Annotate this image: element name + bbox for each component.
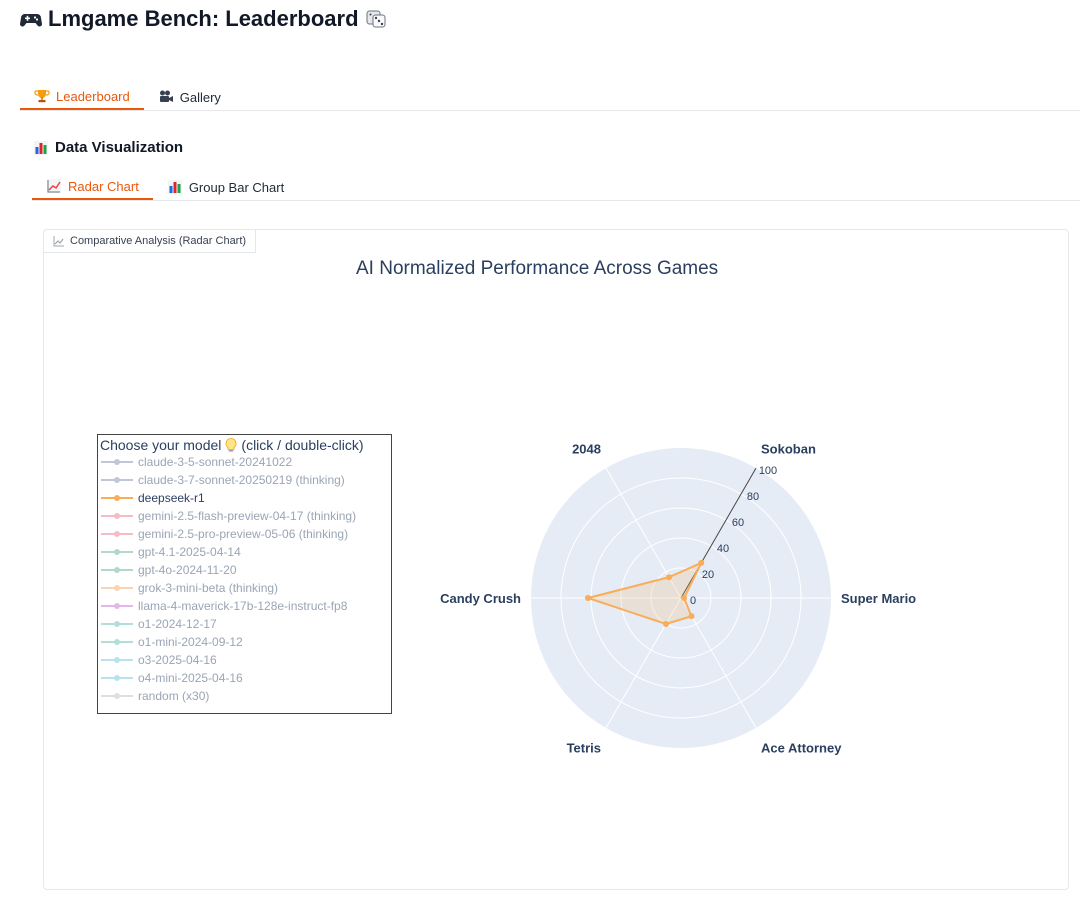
legend-swatch — [101, 639, 133, 645]
legend-item-label: grok-3-mini-beta (thinking) — [138, 581, 279, 595]
legend-item[interactable]: gpt-4.1-2025-04-14 — [98, 543, 391, 561]
legend-item[interactable]: random (x30) — [98, 687, 391, 705]
legend-item[interactable]: claude-3-5-sonnet-20241022 — [98, 453, 391, 471]
bar-chart-icon — [167, 179, 183, 195]
radial-tick-label: 20 — [702, 569, 714, 581]
lightbulb-icon — [224, 437, 238, 453]
radial-tick-label: 100 — [759, 465, 777, 477]
radial-tick-label: 60 — [732, 517, 744, 529]
legend-item-label: gpt-4.1-2025-04-14 — [138, 545, 241, 559]
chart-panel — [43, 229, 1069, 890]
legend-swatch — [101, 513, 133, 519]
legend-title-text: Choose your model — [100, 437, 222, 453]
line-chart-icon — [53, 235, 65, 247]
legend-item[interactable]: claude-3-7-sonnet-20250219 (thinking) — [98, 471, 391, 489]
tab-group-bar-chart-label: Group Bar Chart — [188, 179, 285, 195]
angular-gridline — [680, 597, 757, 729]
game-controller-icon — [20, 9, 42, 29]
legend-item[interactable]: o3-2025-04-16 — [98, 651, 391, 669]
tab-group-bar-chart[interactable]: Group Bar Chart — [153, 174, 298, 200]
page-title: Lmgame Bench: Leaderboard — [20, 6, 387, 32]
legend-item-label: claude-3-5-sonnet-20241022 — [138, 455, 293, 469]
bar-chart-icon — [33, 140, 49, 156]
legend-item[interactable]: o1-mini-2024-09-12 — [98, 633, 391, 651]
data-point — [663, 620, 669, 627]
legend-swatch — [101, 621, 133, 627]
legend-item[interactable]: o4-mini-2025-04-16 — [98, 669, 391, 687]
category-axis-label: Ace Attorney — [761, 741, 842, 756]
model-legend: Choose your model (click / double-click)… — [97, 434, 392, 714]
legend-item-label: gpt-4o-2024-11-20 — [138, 563, 237, 577]
main-tab-bar: Leaderboard Gallery — [20, 84, 1080, 111]
legend-swatch — [101, 585, 133, 591]
legend-item-label: o1-mini-2024-09-12 — [138, 635, 243, 649]
legend-swatch — [101, 477, 133, 483]
category-axis-label: Sokoban — [761, 441, 816, 456]
legend-swatch — [101, 657, 133, 663]
video-camera-icon — [158, 89, 174, 105]
chart-title: AI Normalized Performance Across Games — [356, 258, 719, 279]
tab-gallery[interactable]: Gallery — [144, 84, 235, 110]
legend-title: Choose your model (click / double-click) — [98, 435, 391, 453]
chart-tab-bar: Radar Chart Group Bar Chart — [32, 174, 1080, 201]
category-axis-label: Tetris — [567, 741, 601, 756]
legend-swatch — [101, 693, 133, 699]
legend-item[interactable]: gemini-2.5-pro-preview-05-06 (thinking) — [98, 525, 391, 543]
data-point — [688, 613, 695, 620]
legend-item[interactable]: gpt-4o-2024-11-20 — [98, 561, 391, 579]
legend-item[interactable]: o1-2024-12-17 — [98, 615, 391, 633]
legend-item-label: gemini-2.5-flash-preview-04-17 (thinking… — [138, 509, 357, 523]
legend-item-label: random (x30) — [138, 689, 210, 703]
category-axis-label: 2048 — [572, 441, 601, 456]
radial-axis-line — [680, 467, 757, 599]
radial-tick-label: 0 — [690, 595, 696, 607]
chart-panel-label: Comparative Analysis (Radar Chart) — [43, 229, 257, 253]
legend-swatch — [101, 603, 133, 609]
legend-item-label: claude-3-7-sonnet-20250219 (thinking) — [138, 473, 345, 487]
data-point — [666, 574, 672, 581]
legend-swatch — [101, 531, 133, 537]
tab-gallery-label: Gallery — [179, 89, 221, 105]
legend-item[interactable]: deepseek-r1 — [98, 489, 391, 507]
legend-item[interactable]: llama-4-maverick-17b-128e-instruct-fp8 — [98, 597, 391, 615]
tab-leaderboard[interactable]: Leaderboard — [20, 84, 144, 110]
page-title-text: Lmgame Bench: Leaderboard — [48, 6, 359, 31]
legend-swatch — [101, 459, 133, 465]
legend-item-label: deepseek-r1 — [138, 491, 205, 505]
legend-item-label: o4-mini-2025-04-16 — [138, 671, 243, 685]
tab-leaderboard-label: Leaderboard — [56, 88, 130, 104]
chart-panel-label-text: Comparative Analysis (Radar Chart) — [70, 235, 247, 247]
trophy-icon — [34, 88, 50, 104]
category-axis-label: Candy Crush — [440, 591, 521, 606]
legend-swatch — [101, 495, 133, 501]
data-point — [698, 559, 705, 566]
tab-radar-chart[interactable]: Radar Chart — [32, 174, 153, 200]
legend-swatch — [101, 675, 133, 681]
line-chart-icon — [46, 178, 62, 194]
radial-tick-label: 80 — [747, 491, 759, 503]
dice-icon — [365, 9, 387, 29]
legend-items: claude-3-5-sonnet-20241022 claude-3-7-son… — [98, 453, 391, 705]
section-title: Data Visualization — [33, 139, 183, 156]
legend-item-label: o1-2024-12-17 — [138, 617, 217, 631]
legend-item-label: o3-2025-04-16 — [138, 653, 217, 667]
angular-gridline — [605, 597, 682, 729]
legend-item[interactable]: grok-3-mini-beta (thinking) — [98, 579, 391, 597]
section-title-text: Data Visualization — [55, 139, 184, 156]
legend-item-label: llama-4-maverick-17b-128e-instruct-fp8 — [138, 599, 348, 613]
legend-swatch — [101, 567, 133, 573]
legend-item-label: gemini-2.5-pro-preview-05-06 (thinking) — [138, 527, 349, 541]
tab-radar-chart-label: Radar Chart — [68, 178, 139, 194]
legend-swatch — [101, 549, 133, 555]
radial-tick-label: 40 — [717, 543, 729, 555]
category-axis-label: Super Mario — [841, 591, 916, 606]
legend-hint: (click / double-click) — [241, 437, 364, 453]
legend-item[interactable]: gemini-2.5-flash-preview-04-17 (thinking… — [98, 507, 391, 525]
data-point — [585, 595, 591, 601]
data-point — [681, 595, 687, 601]
